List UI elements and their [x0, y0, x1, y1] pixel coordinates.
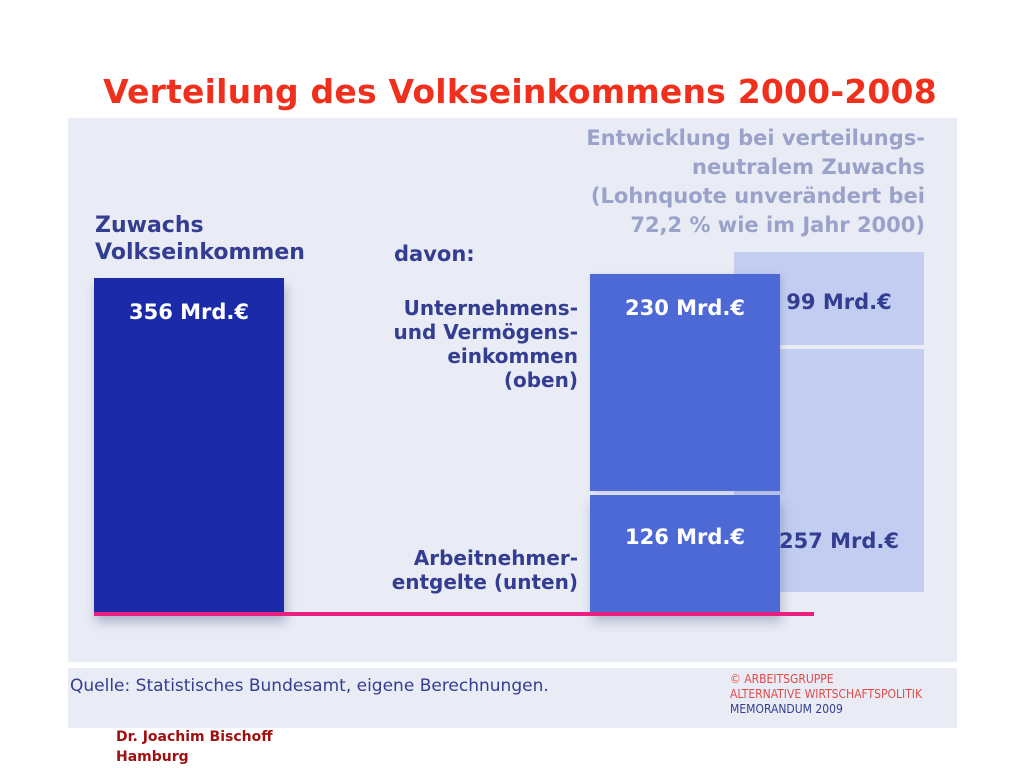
category-upper-line: Unternehmens-	[403, 296, 578, 320]
subtitle-line: Entwicklung bei verteilungs-	[586, 126, 925, 150]
author-block: Dr. Joachim Bischoff Hamburg	[116, 727, 273, 767]
credit-line: MEMORANDUM 2009	[730, 702, 843, 716]
bar-actual-lower	[590, 495, 780, 614]
davon-label: davon:	[394, 242, 475, 266]
category-lower-line: entgelte (unten)	[391, 570, 578, 594]
category-upper-label: Unternehmens- und Vermögens- einkommen (…	[328, 296, 578, 392]
subtitle-line: 72,2 % wie im Jahr 2000)	[630, 213, 925, 237]
subtitle-line: (Lohnquote unverändert bei	[590, 184, 925, 208]
bar-total	[94, 278, 284, 614]
category-lower-label: Arbeitnehmer- entgelte (unten)	[328, 546, 578, 594]
category-lower-line: Arbeitnehmer-	[413, 546, 578, 570]
chart-subtitle: Entwicklung bei verteilungs- neutralem Z…	[505, 124, 925, 240]
subtitle-line: neutralem Zuwachs	[692, 155, 925, 179]
author-name: Dr. Joachim Bischoff	[116, 729, 273, 745]
credit-block: © ARBEITSGRUPPE ALTERNATIVE WIRTSCHAFTSP…	[730, 672, 922, 717]
category-upper-line: und Vermögens-	[393, 320, 578, 344]
page-title: Verteilung des Volkseinkommens 2000-2008	[103, 72, 937, 111]
bar-label-neutral-upper: 99 Mrd.€	[786, 290, 892, 314]
bar-label-neutral-lower: 257 Mrd.€	[778, 529, 900, 554]
left-heading-line: Zuwachs	[95, 213, 204, 238]
bar-actual-upper	[590, 274, 780, 492]
credit-line: © ARBEITSGRUPPE	[730, 672, 834, 686]
footer-panel: Quelle: Statistisches Bundesamt, eigene …	[68, 668, 957, 728]
bar-label-actual-lower: 126 Mrd.€	[624, 525, 746, 550]
left-heading: Zuwachs Volkseinkommen	[95, 212, 305, 266]
author-city: Hamburg	[116, 749, 189, 765]
chart-panel: Entwicklung bei verteilungs- neutralem Z…	[68, 118, 957, 662]
bar-label-actual-upper: 230 Mrd.€	[624, 296, 746, 320]
category-upper-line: (oben)	[503, 368, 578, 392]
left-heading-line: Volkseinkommen	[95, 240, 305, 265]
baseline-line	[94, 612, 814, 616]
category-upper-line: einkommen	[447, 344, 578, 368]
credit-line: ALTERNATIVE WIRTSCHAFTSPOLITIK	[730, 687, 923, 701]
source-note: Quelle: Statistisches Bundesamt, eigene …	[70, 676, 549, 696]
bar-label-total: 356 Mrd.€	[128, 300, 250, 324]
